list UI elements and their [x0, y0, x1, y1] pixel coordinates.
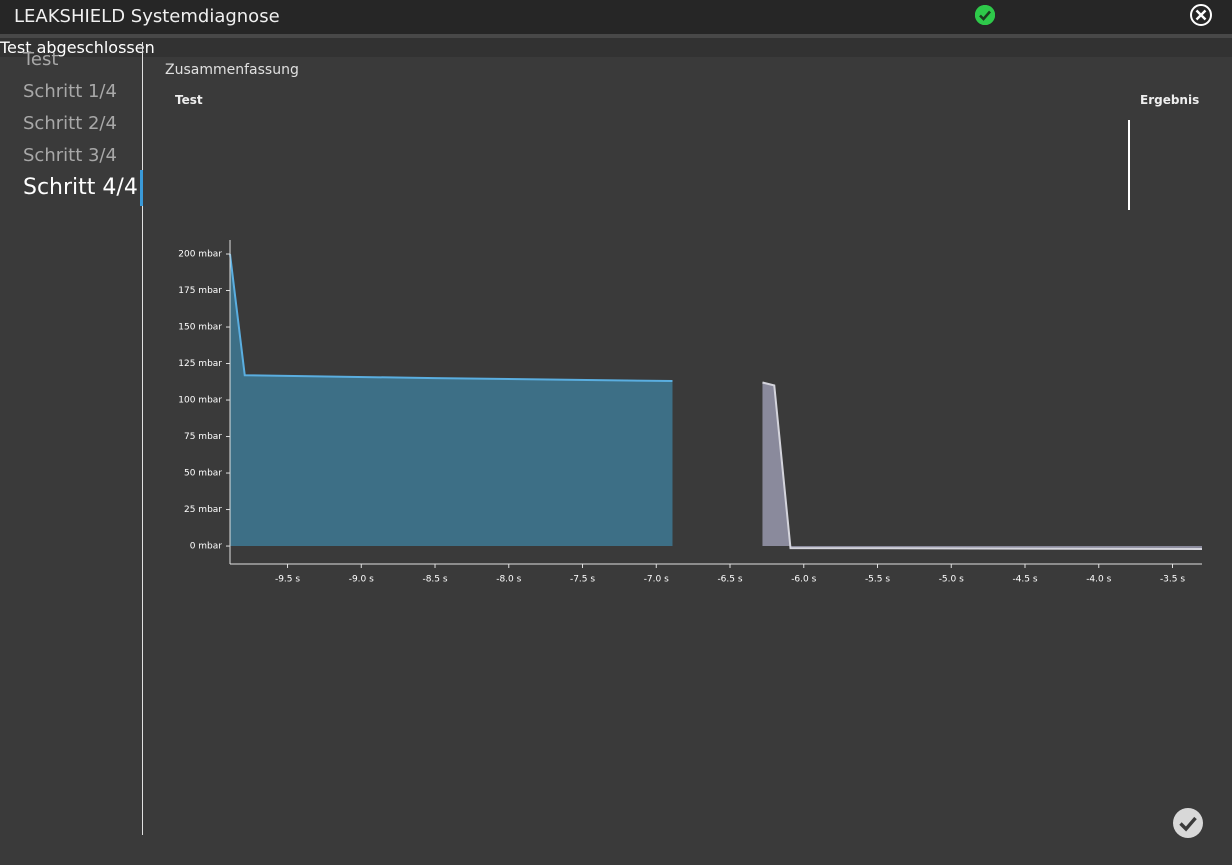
area-fill: [230, 254, 673, 547]
title-bar: LEAKSHIELD Systemdiagnose: [0, 0, 1232, 34]
column-header: Test: [175, 93, 203, 107]
y-tick-label: 175 mbar: [178, 286, 222, 296]
area-line: [762, 381, 1203, 550]
confirm-button[interactable]: [1172, 807, 1204, 839]
active-indicator: [140, 170, 143, 206]
nav-item[interactable]: Schritt 1/4: [23, 81, 117, 102]
separator: [142, 42, 143, 835]
x-tick-label: -4.5 s: [1012, 575, 1037, 585]
x-tick-label: -5.5 s: [865, 575, 890, 585]
y-tick-label: 150 mbar: [178, 323, 222, 333]
x-tick-label: -9.0 s: [349, 575, 374, 585]
nav-item[interactable]: Schritt 3/4: [23, 145, 117, 166]
close-button[interactable]: [1188, 3, 1214, 29]
x-tick-label: -5.0 s: [939, 575, 964, 585]
x-tick-label: -8.0 s: [496, 575, 521, 585]
y-tick-label: 100 mbar: [178, 396, 222, 406]
x-tick-label: -3.5 s: [1160, 575, 1185, 585]
x-tick-label: -7.5 s: [570, 575, 595, 585]
area-fill: [762, 382, 1202, 549]
window-title: LEAKSHIELD Systemdiagnose: [14, 6, 280, 27]
y-tick-label: 0 mbar: [190, 542, 223, 552]
y-tick-label: 75 mbar: [184, 432, 222, 442]
nav-item[interactable]: Schritt 2/4: [23, 113, 117, 134]
y-tick-label: 25 mbar: [184, 505, 222, 515]
y-tick-label: 50 mbar: [184, 469, 222, 479]
y-tick-label: 200 mbar: [178, 250, 222, 260]
column-divider: [1128, 120, 1130, 210]
x-tick-label: -6.0 s: [791, 575, 816, 585]
x-tick-label: -4.0 s: [1086, 575, 1111, 585]
x-tick-label: -6.5 s: [717, 575, 742, 585]
y-tick-label: 125 mbar: [178, 359, 222, 369]
x-tick-label: -8.5 s: [422, 575, 447, 585]
table-row: Test abgeschlossen: [0, 5, 1232, 57]
area-line: [229, 253, 673, 383]
chart: 0 mbar 25 mbar 50 mbar 75 mbar 100 mbar 125 m…: [178, 240, 1203, 585]
x-tick-label: -9.5 s: [275, 575, 300, 585]
test-name: Test abgeschlossen: [0, 38, 155, 57]
nav-item[interactable]: Test: [23, 49, 59, 70]
pass-icon: [975, 5, 995, 25]
column-header: Ergebnis: [1140, 93, 1200, 107]
x-tick-label: -7.0 s: [644, 575, 669, 585]
section-title: Zusammenfassung: [165, 62, 299, 78]
nav-item[interactable]: Schritt 4/4: [23, 175, 138, 200]
